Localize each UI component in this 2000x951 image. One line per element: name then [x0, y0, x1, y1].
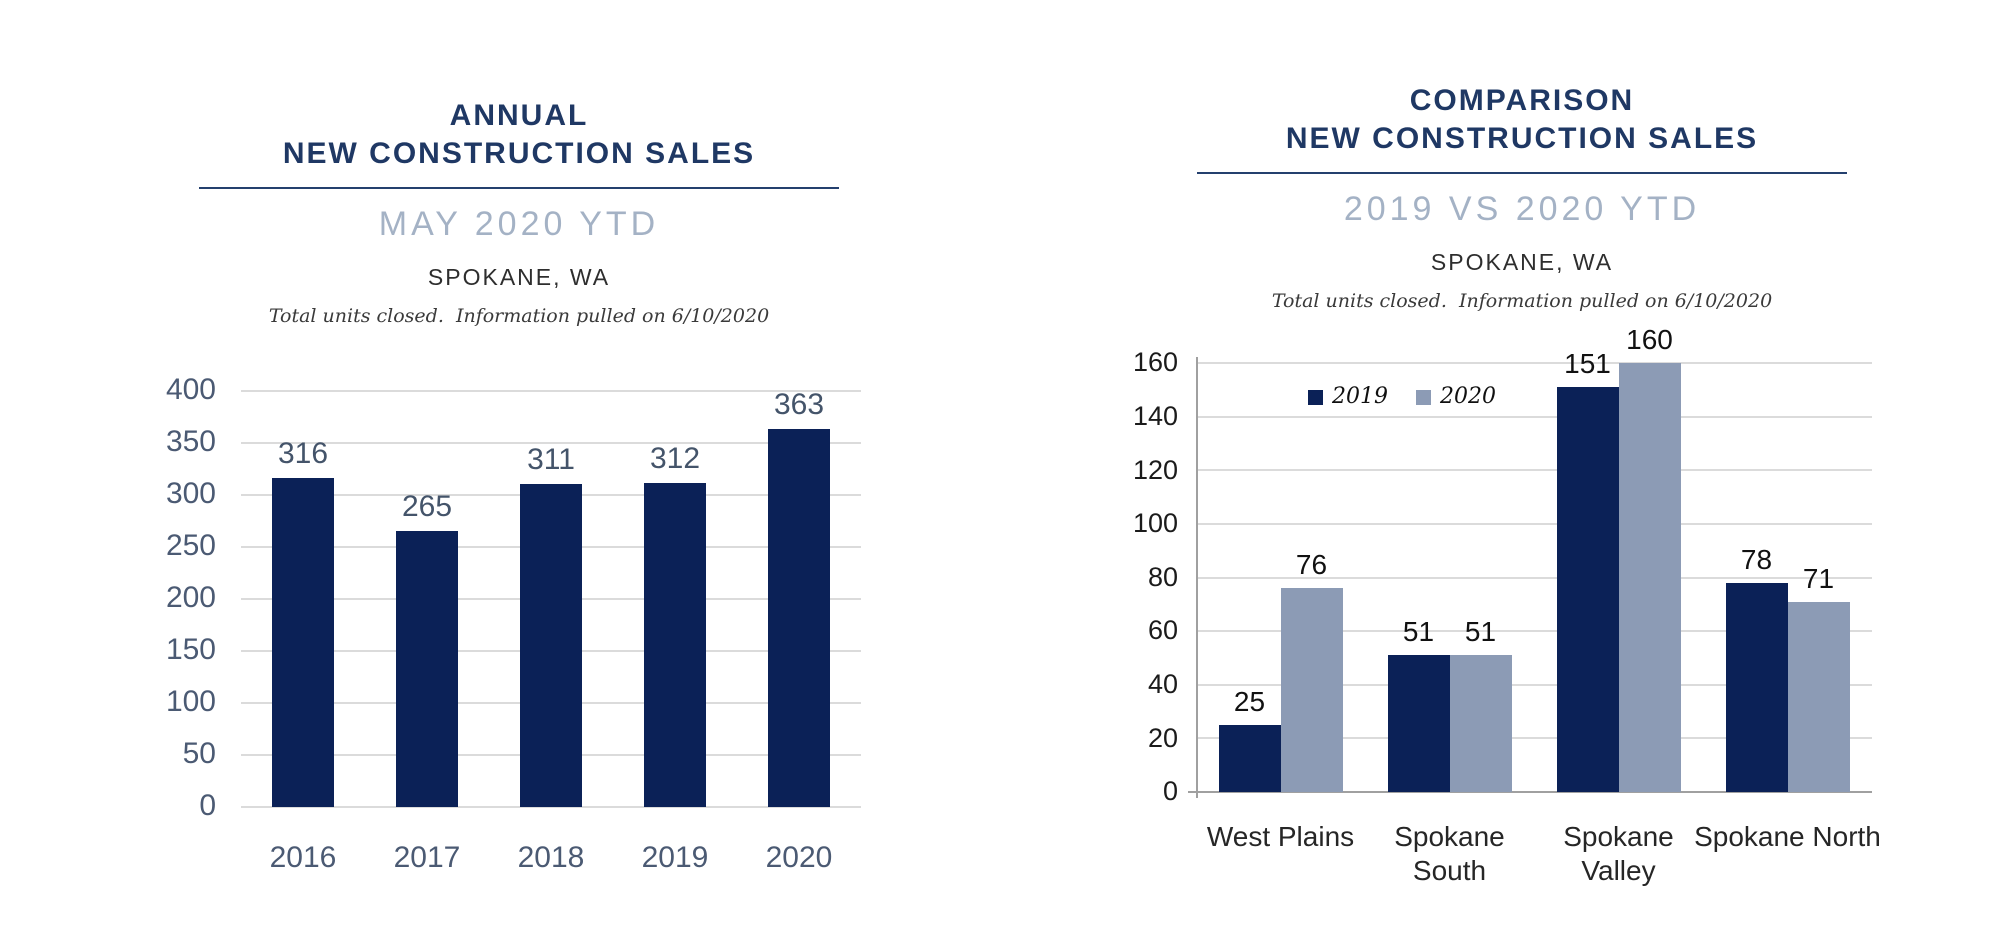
bar-value-2020-west-plains: 76 [1295, 549, 1328, 581]
annual-title-underline [199, 187, 839, 189]
bar-2019 [644, 482, 706, 807]
x-label-2017: 2017 [393, 841, 461, 874]
comparison-note: Total units closed. Information pulled o… [1271, 290, 1773, 312]
gridline-140 [1196, 415, 1872, 418]
gridline-200 [241, 598, 861, 600]
annual-title-line-2: NEW CONSTRUCTION SALES [282, 137, 756, 170]
legend-swatch-2020 [1416, 389, 1431, 405]
y-tick-0: 0 [1162, 776, 1178, 807]
x-label-2018: 2018 [517, 841, 585, 874]
comparison-title-line-1: COMPARISON [1409, 84, 1635, 117]
y-tick-50: 50 [182, 737, 216, 771]
comparison-chart-header: COMPARISON NEW CONSTRUCTION SALES 2019 V… [1197, 82, 1847, 313]
bar-value-2019-spokane-valley: 151 [1564, 348, 1611, 380]
y-tick-60: 60 [1147, 615, 1178, 646]
y-tick-300: 300 [165, 477, 216, 511]
bar-2020-spokane-north [1787, 601, 1850, 792]
bar-value-2019: 312 [649, 441, 701, 475]
y-tick-0: 0 [199, 789, 216, 823]
gridline-50 [241, 754, 861, 756]
x-label-2020: 2020 [765, 841, 833, 874]
x-label-spokane-valley: Spokane Valley [1563, 821, 1674, 887]
bar-2019-spokane-south [1387, 655, 1450, 792]
bar-2020 [768, 429, 830, 807]
legend-item-2020: 2020 [1416, 386, 1496, 408]
gridline-150 [241, 650, 861, 652]
bar-2019-spokane-valley [1556, 387, 1619, 792]
comparison-subtitle: 2019 VS 2020 YTD [1343, 190, 1701, 228]
bar-value-2018: 311 [527, 442, 575, 476]
y-tick-80: 80 [1147, 561, 1178, 592]
legend-item-2019: 2019 [1308, 386, 1388, 408]
x-label-spokane-north: Spokane North [1694, 821, 1881, 852]
bar-2020-spokane-south [1449, 655, 1512, 792]
bar-value-2020: 363 [773, 388, 825, 422]
annual-subtitle: MAY 2020 YTD [378, 205, 660, 243]
y-tick-150: 150 [165, 633, 216, 667]
gridline-400 [241, 390, 861, 392]
bar-2019-spokane-north [1725, 582, 1788, 792]
gridline-20 [1196, 737, 1872, 740]
bar-2019-west-plains [1218, 724, 1281, 792]
annual-title-line-1: ANNUAL [449, 99, 589, 132]
gridline-60 [1196, 630, 1872, 633]
legend-swatch-2019 [1308, 389, 1323, 405]
y-tick-100: 100 [165, 685, 216, 719]
bar-2020-west-plains [1280, 588, 1343, 792]
comparison-location: SPOKANE, WA [1430, 249, 1614, 275]
bar-value-2020-spokane-valley: 160 [1626, 324, 1673, 355]
x-label-2019: 2019 [641, 841, 709, 874]
y-tick-120: 120 [1132, 454, 1178, 485]
bar-2018 [520, 483, 582, 807]
y-tick-140: 140 [1132, 400, 1178, 431]
gridline-300 [241, 494, 861, 496]
bar-value-2020-spokane-south: 51 [1464, 616, 1497, 648]
annual-chart-header: ANNUAL NEW CONSTRUCTION SALES MAY 2020 Y… [199, 97, 839, 328]
bar-value-2019-spokane-north: 78 [1740, 543, 1773, 575]
gridline-100 [241, 702, 861, 704]
x-label-2016: 2016 [269, 841, 337, 874]
gridline-160 [1196, 362, 1872, 364]
y-axis-line [1196, 357, 1198, 798]
comparison-title-line-2: NEW CONSTRUCTION SALES [1285, 122, 1759, 155]
bar-value-2016: 316 [277, 437, 329, 471]
annual-note: Total units closed. Information pulled o… [268, 305, 770, 327]
gridline-0 [241, 806, 861, 808]
bar-2017 [396, 531, 458, 807]
bar-value-2019-spokane-south: 51 [1402, 616, 1435, 648]
comparison-title-underline [1197, 172, 1847, 174]
y-tick-160: 160 [1132, 347, 1178, 378]
bar-value-2017: 265 [401, 490, 453, 524]
bar-value-2020-spokane-north: 71 [1802, 562, 1835, 594]
legend: 2019 2020 [1308, 386, 1496, 408]
y-tick-200: 200 [165, 581, 216, 615]
legend-label-2019: 2019 [1332, 384, 1388, 409]
gridline-250 [241, 546, 861, 548]
gridline-120 [1196, 469, 1872, 472]
y-tick-250: 250 [165, 529, 216, 563]
gridline-40 [1196, 683, 1872, 686]
x-label-spokane-south: Spokane South [1394, 821, 1505, 887]
x-axis-line [1188, 791, 1872, 793]
bar-2016 [272, 478, 334, 807]
y-tick-400: 400 [165, 373, 216, 407]
gridline-100 [1196, 522, 1872, 525]
y-tick-40: 40 [1147, 669, 1178, 699]
gridline-350 [241, 442, 861, 444]
y-tick-20: 20 [1147, 722, 1178, 753]
legend-label-2020: 2020 [1440, 384, 1496, 409]
bar-2020-spokane-valley [1618, 363, 1681, 792]
annual-location: SPOKANE, WA [427, 264, 611, 290]
x-label-west-plains: West Plains [1206, 821, 1355, 852]
gridline-80 [1196, 576, 1872, 579]
y-tick-100: 100 [1132, 508, 1178, 539]
y-tick-350: 350 [165, 425, 216, 459]
bar-value-2019-west-plains: 25 [1233, 685, 1266, 717]
